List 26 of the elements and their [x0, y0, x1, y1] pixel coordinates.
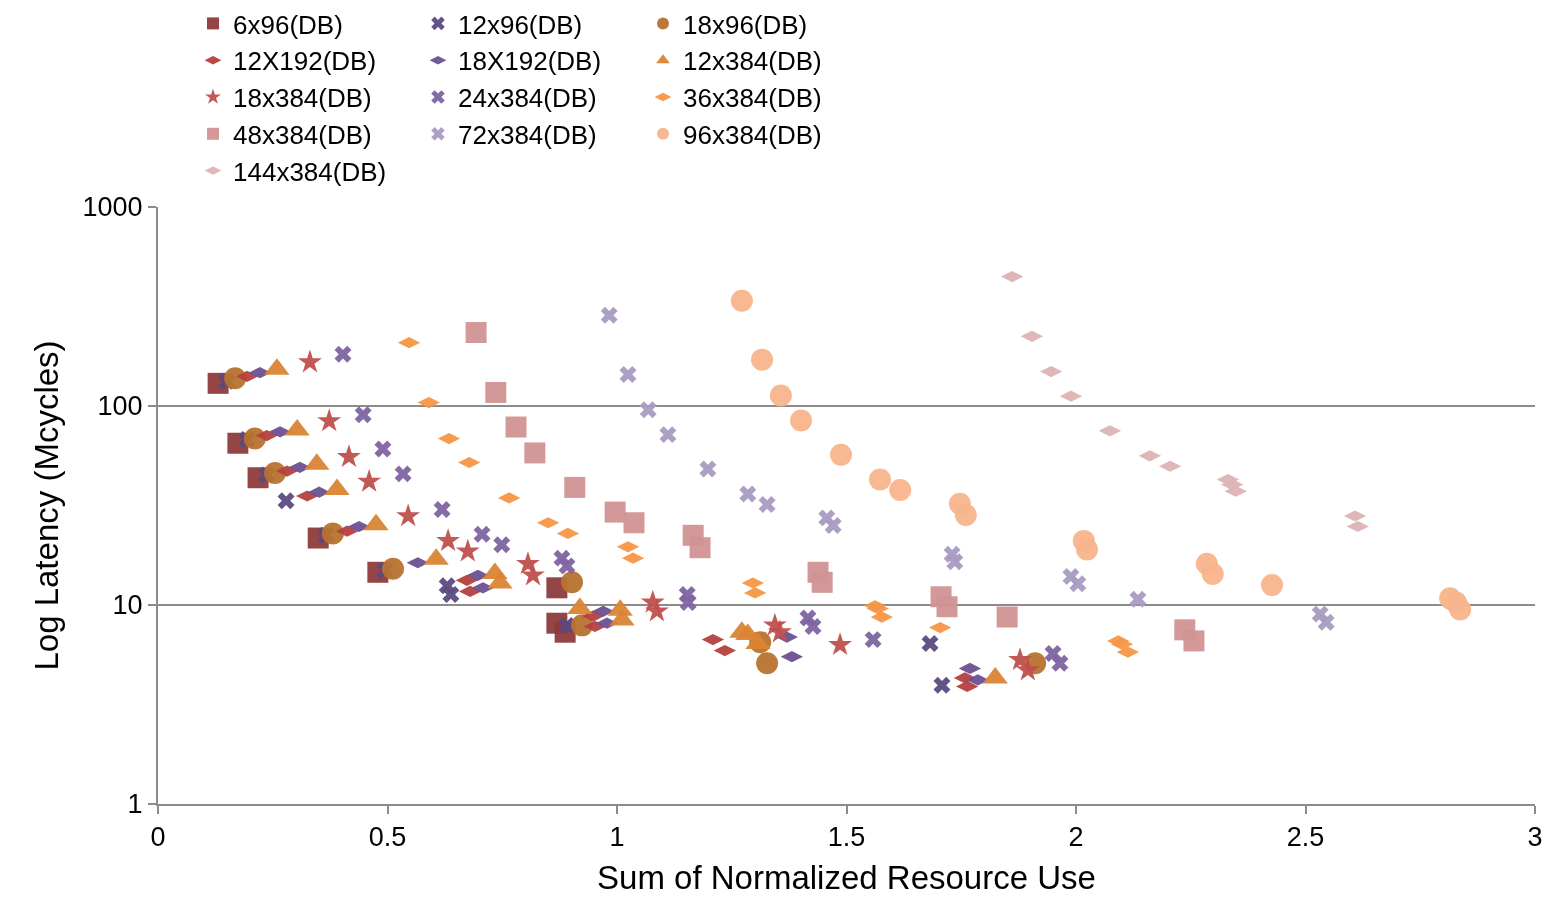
legend-label: 96x384(DB)	[683, 119, 822, 150]
y-tick-label: 1000	[82, 192, 143, 223]
legend-label: 24x384(DB)	[458, 83, 597, 114]
legend-label: 18x384(DB)	[233, 83, 372, 114]
x-tick-label: 2	[1068, 822, 1084, 853]
legend-label: 48x384(DB)	[233, 119, 372, 150]
legend-label: 12X192(DB)	[233, 46, 377, 77]
y-tick-label: 100	[97, 391, 143, 422]
x-axis-title: Sum of Normalized Resource Use	[597, 858, 1096, 896]
x-tick-label: 3	[1527, 822, 1543, 853]
x-tick-label: 0	[150, 822, 166, 853]
legend-label: 144x384(DB)	[233, 156, 387, 187]
legend-label: 18X192(DB)	[458, 46, 602, 77]
y-tick-label: 1	[127, 789, 143, 820]
y-axis-title: Log Latency (Mcycles)	[27, 340, 65, 671]
legend-label: 12x384(DB)	[683, 46, 822, 77]
legend-label: 36x384(DB)	[683, 83, 822, 114]
legend-label: 6x96(DB)	[233, 9, 343, 40]
x-tick-label: 1.5	[827, 822, 866, 853]
x-tick-label: 1	[609, 822, 625, 853]
x-tick-label: 0.5	[368, 822, 407, 853]
legend-label: 18x96(DB)	[683, 9, 808, 40]
x-tick-label: 2.5	[1286, 822, 1325, 853]
legend-label: 72x384(DB)	[458, 119, 597, 150]
y-tick-label: 10	[112, 590, 143, 621]
legend-label: 12x96(DB)	[458, 9, 583, 40]
